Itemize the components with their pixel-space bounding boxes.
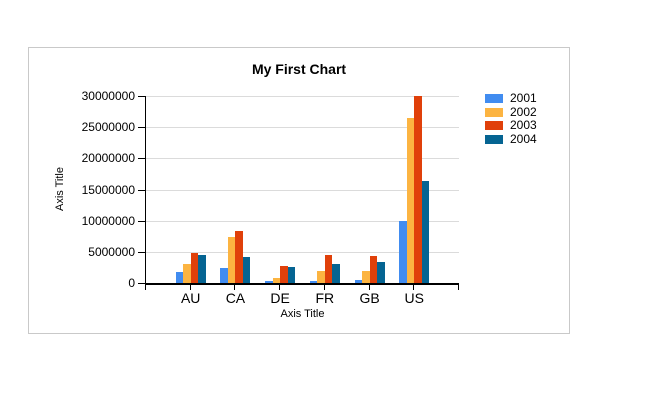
x-axis-title: Axis Title xyxy=(280,308,325,320)
legend-item-2001: 2001 xyxy=(485,92,537,105)
bar-CA-2001 xyxy=(220,268,228,283)
bar-GB-2002 xyxy=(362,271,370,283)
legend-label: 2003 xyxy=(510,118,537,132)
gridline xyxy=(146,189,459,191)
x-tick xyxy=(189,283,191,290)
legend: 2001 2002 2003 2004 xyxy=(485,92,537,146)
gridline xyxy=(146,220,459,222)
bar-DE-2001 xyxy=(265,280,273,283)
legend-swatch-icon xyxy=(485,107,503,117)
y-axis-line xyxy=(145,96,146,284)
x-tick xyxy=(413,283,415,290)
bar-US-2002 xyxy=(406,117,415,283)
bar-AU-2002 xyxy=(183,264,191,283)
x-tick xyxy=(368,283,370,290)
y-tick-label: 15000000 xyxy=(81,182,135,197)
bar-AU-2003 xyxy=(190,253,199,283)
y-tick xyxy=(138,158,145,160)
y-tick-label: 5000000 xyxy=(88,244,135,259)
bar-FR-2003 xyxy=(324,254,333,283)
category-label-AU: AU xyxy=(180,290,201,306)
bar-AU-2001 xyxy=(175,272,184,283)
y-tick xyxy=(138,220,145,222)
y-tick-label: 30000000 xyxy=(81,89,135,103)
x-tick xyxy=(234,283,236,290)
bar-US-2004 xyxy=(421,181,430,283)
gridline xyxy=(146,158,459,160)
chart-panel: My First Chart Axis Title Axis Title 0 50… xyxy=(28,47,570,334)
bar-GB-2001 xyxy=(354,279,363,283)
plot-area: 0 5000000 10000000 15000000 20000000 25000000… xyxy=(29,48,569,333)
legend-swatch-icon xyxy=(485,121,503,130)
legend-item-2002: 2002 xyxy=(485,104,537,119)
bar-DE-2003 xyxy=(280,266,288,283)
y-tick-label: 0 xyxy=(128,276,135,290)
category-label-DE: DE xyxy=(270,290,290,306)
bar-GB-2003 xyxy=(369,255,378,283)
y-tick xyxy=(138,189,145,191)
bar-CA-2004 xyxy=(242,256,251,283)
bar-GB-2004 xyxy=(377,262,385,283)
y-tick xyxy=(138,251,145,253)
bar-AU-2004 xyxy=(198,254,206,283)
bar-FR-2002 xyxy=(317,270,325,283)
legend-label: 2001 xyxy=(510,91,537,105)
legend-swatch-icon xyxy=(485,94,503,103)
x-tick xyxy=(279,283,281,290)
category-label-US: US xyxy=(404,290,424,306)
bar-US-2001 xyxy=(399,220,407,283)
y-tick-label: 10000000 xyxy=(81,213,135,228)
category-label-GB: GB xyxy=(359,290,380,306)
x-axis-line xyxy=(145,283,459,285)
legend-item-2004: 2004 xyxy=(485,131,537,146)
category-label-FR: FR xyxy=(315,290,335,306)
gridline xyxy=(146,96,459,97)
x-tick xyxy=(145,283,146,290)
y-tick-label: 25000000 xyxy=(81,120,135,135)
bar-CA-2002 xyxy=(227,237,236,283)
bar-US-2003 xyxy=(414,96,422,283)
legend-label: 2002 xyxy=(510,104,537,119)
y-tick xyxy=(138,96,145,97)
y-tick xyxy=(138,127,145,129)
legend-swatch-icon xyxy=(485,134,503,144)
bar-CA-2003 xyxy=(235,231,243,283)
bar-DE-2004 xyxy=(287,266,296,283)
bar-DE-2002 xyxy=(272,278,281,283)
bar-FR-2001 xyxy=(309,281,318,283)
y-tick xyxy=(138,283,145,284)
gridline xyxy=(146,251,459,253)
bar-FR-2004 xyxy=(332,263,340,283)
x-tick xyxy=(458,283,459,290)
legend-label: 2004 xyxy=(510,131,537,146)
y-tick-label: 20000000 xyxy=(81,151,135,166)
x-tick xyxy=(323,283,325,290)
gridline xyxy=(146,127,459,129)
legend-item-2003: 2003 xyxy=(485,119,537,132)
category-label-CA: CA xyxy=(225,290,246,306)
chart-title: My First Chart xyxy=(251,61,347,77)
